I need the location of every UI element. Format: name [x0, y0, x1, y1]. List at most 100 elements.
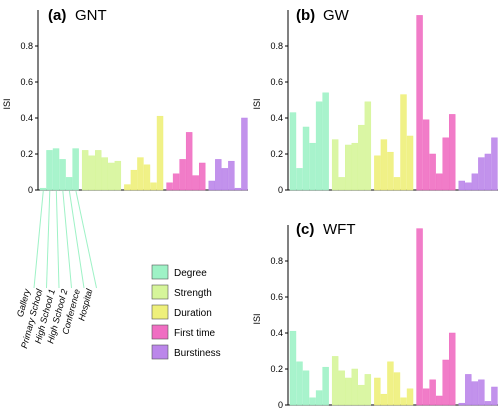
legend-swatch-strength	[151, 284, 169, 300]
bar-degree-2	[302, 126, 310, 191]
y-tick-label: 0.6	[270, 292, 283, 302]
bar-strength-1	[338, 177, 345, 191]
y-tick-label: 0.8	[20, 41, 33, 51]
panel-b-gw: (b) GW 0 0.2 0.4 0.6 0.8 ISI	[252, 7, 498, 195]
bar-degree-4	[315, 101, 323, 191]
legend-label-degree: Degree	[174, 268, 207, 279]
bar-first-time-3	[435, 173, 443, 191]
panel-c-letter: (c)	[296, 221, 314, 238]
bar-burstiness-5	[491, 137, 498, 191]
legend-label-duration: Duration	[174, 308, 212, 319]
bar-strength-0	[331, 139, 339, 191]
legend-label-first-time: First time	[174, 328, 216, 339]
bar-strength-4	[108, 162, 115, 191]
bar-strength-3	[351, 368, 358, 406]
bar-duration-4	[150, 182, 157, 191]
bar-degree-1	[296, 168, 303, 191]
bar-first-time-3	[185, 132, 193, 191]
y-tick-label: 0.6	[20, 77, 33, 87]
category-connector	[62, 190, 72, 289]
bar-burstiness-4	[484, 153, 492, 191]
bar-burstiness-0	[458, 402, 465, 406]
bar-strength-2	[95, 150, 102, 191]
y-tick-label: 0.6	[270, 77, 283, 87]
bar-duration-0	[124, 184, 131, 191]
category-connector	[75, 190, 97, 289]
bar-first-time-2	[429, 153, 436, 191]
y-tick-label: 0.8	[270, 41, 283, 51]
bar-strength-4	[358, 124, 365, 191]
bar-burstiness-1	[465, 374, 472, 406]
bar-duration-4	[400, 94, 407, 191]
bar-strength-5	[364, 374, 372, 406]
bar-burstiness-2	[471, 381, 479, 406]
bar-degree-5	[72, 148, 79, 191]
bar-burstiness-0	[208, 180, 215, 191]
bar-degree-0	[289, 112, 297, 191]
bar-burstiness-1	[215, 159, 222, 191]
bar-burstiness-5	[241, 117, 248, 191]
bar-first-time-2	[429, 379, 436, 406]
y-axis-label: ISI	[252, 313, 262, 324]
bar-degree-0	[39, 187, 47, 191]
bar-first-time-3	[435, 395, 443, 406]
bar-first-time-1	[422, 119, 430, 191]
bar-duration-1	[380, 393, 388, 406]
bar-strength-1	[88, 155, 95, 191]
bar-strength-0	[331, 356, 339, 406]
legend-swatch-degree	[151, 264, 169, 280]
bar-duration-0	[374, 155, 381, 191]
bar-burstiness-3	[478, 379, 485, 406]
bar-duration-2	[387, 151, 394, 191]
y-axis-label: ISI	[252, 98, 262, 109]
bar-strength-5	[114, 160, 122, 191]
bar-duration-3	[393, 177, 401, 191]
bar-first-time-1	[422, 388, 430, 406]
bar-burstiness-5	[491, 386, 498, 406]
bar-duration-3	[143, 164, 151, 191]
bar-duration-5	[406, 135, 414, 191]
panel-a-letter: (a)	[48, 7, 66, 24]
y-axis-label: ISI	[2, 98, 12, 109]
bar-first-time-2	[179, 159, 186, 191]
bar-first-time-4	[442, 359, 449, 406]
legend: Degree Strength Duration First time Burstine…	[151, 264, 221, 360]
bar-first-time-0	[416, 228, 423, 406]
bar-strength-2	[345, 377, 352, 406]
panel-b-letter: (b)	[296, 7, 315, 24]
bar-duration-3	[393, 372, 401, 406]
bar-first-time-4	[442, 137, 449, 191]
panel-a-gnt: (a) GNT 0 0.2 0.4 0.6 0.8 ISI	[2, 7, 248, 195]
bar-degree-5	[322, 366, 329, 406]
y-tick-label: 0.2	[270, 149, 283, 159]
bar-strength-5	[364, 101, 372, 191]
bar-strength-2	[345, 144, 352, 191]
bar-degree-4	[315, 390, 323, 406]
bar-duration-0	[374, 377, 381, 406]
bar-degree-3	[309, 397, 316, 406]
bar-degree-2	[52, 148, 60, 191]
bar-degree-2	[302, 370, 310, 406]
bar-duration-1	[130, 169, 138, 191]
y-tick-label: 0.8	[270, 256, 283, 266]
bar-degree-1	[296, 361, 303, 406]
legend-label-strength: Strength	[174, 288, 212, 299]
category-connector	[33, 190, 44, 289]
y-tick-label: 0	[278, 185, 283, 195]
y-tick-label: 0.4	[270, 113, 283, 123]
category-connector	[55, 190, 60, 289]
bar-degree-3	[59, 159, 66, 191]
bar-strength-1	[338, 370, 345, 406]
bar-first-time-4	[192, 175, 199, 191]
bar-burstiness-4	[234, 187, 242, 191]
bar-first-time-5	[199, 162, 206, 191]
bar-duration-1	[380, 139, 388, 191]
bar-strength-0	[81, 150, 89, 191]
bar-burstiness-3	[228, 160, 235, 191]
bar-degree-4	[65, 177, 73, 191]
legend-swatch-first-time	[151, 324, 169, 340]
bar-first-time-0	[416, 15, 423, 191]
bar-burstiness-2	[471, 173, 479, 191]
